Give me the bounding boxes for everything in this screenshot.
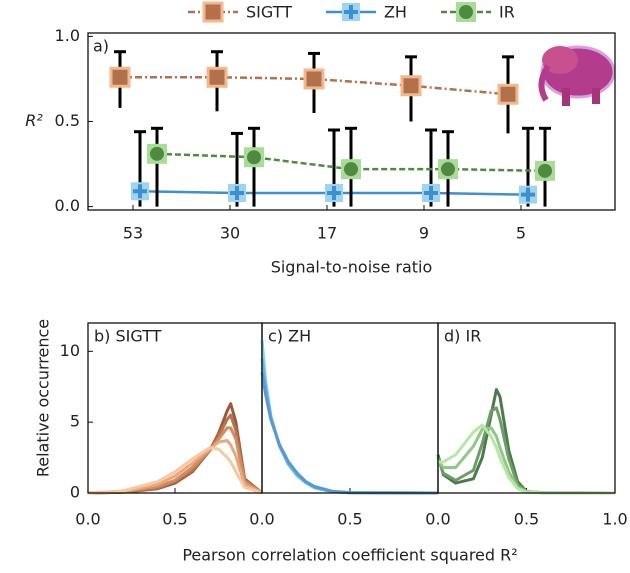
y-axis-label: Relative occurrence	[34, 319, 53, 477]
plot-frame	[87, 32, 616, 211]
legend-label: ZH	[384, 3, 407, 22]
marker	[109, 66, 131, 88]
marker	[538, 163, 552, 178]
x-tick-label: 0.0	[249, 510, 274, 529]
density-curve	[260, 358, 439, 495]
x-tick-label: 0.0	[75, 510, 100, 529]
x-axis-label: Signal-to-noise ratio	[271, 258, 433, 277]
marker	[441, 162, 455, 177]
marker	[228, 183, 246, 202]
marker	[303, 68, 325, 90]
marker-cross	[133, 184, 147, 199]
marker	[206, 66, 228, 88]
legend-label: SIGTT	[246, 3, 292, 22]
marker-cross	[327, 185, 341, 200]
marker	[247, 150, 261, 165]
x-tick-label: 9	[419, 224, 429, 243]
density-curve	[436, 426, 616, 495]
marker-cross	[343, 5, 358, 19]
marker	[422, 183, 440, 202]
marker	[519, 185, 537, 204]
plot-frame	[261, 322, 439, 494]
marker	[458, 5, 473, 19]
marker	[497, 83, 519, 105]
y-tick-label: 0.0	[55, 196, 80, 215]
density-curve	[260, 372, 439, 495]
plot-frame	[87, 322, 263, 494]
density-curve	[438, 423, 616, 495]
marker	[325, 183, 343, 202]
y-tick-label: 10	[60, 341, 80, 360]
plot-frame	[437, 322, 616, 494]
x-tick-label: 1.0	[602, 510, 627, 529]
panel-label: b) SIGTT	[94, 327, 162, 346]
x-tick-label: 0.0	[425, 510, 450, 529]
marker	[400, 75, 422, 97]
marker-cross	[424, 185, 438, 200]
marker	[341, 3, 360, 21]
marker	[131, 182, 149, 201]
panel-label: c) ZH	[268, 327, 311, 346]
density-curve	[87, 439, 263, 495]
x-tick-label: 53	[123, 224, 143, 243]
x-tick-label: 0.5	[162, 510, 187, 529]
y-tick-label: 1.0	[55, 26, 80, 45]
x-tick-label: 17	[317, 224, 337, 243]
x-axis-label: Pearson correlation coefficient squared …	[182, 546, 517, 565]
x-tick-label: 30	[220, 224, 240, 243]
marker	[202, 1, 224, 23]
y-tick-label: 0.5	[55, 111, 80, 130]
marker	[150, 146, 164, 161]
x-tick-label: 5	[516, 224, 526, 243]
y-tick-label: 0	[70, 483, 80, 502]
density-curve	[87, 446, 263, 495]
marker-cross	[521, 187, 535, 202]
marker-cross	[230, 185, 244, 200]
y-axis-label: R²	[25, 111, 43, 130]
density-curve	[260, 339, 439, 495]
y-tick-label: 5	[70, 412, 80, 431]
panel-label: d) IR	[444, 327, 481, 346]
thumbnail-image	[538, 45, 616, 106]
x-tick-label: 0.5	[337, 510, 362, 529]
median-line	[120, 76, 509, 96]
panel-label: a)	[93, 37, 109, 56]
x-tick-label: 0.5	[514, 510, 539, 529]
marker	[344, 162, 358, 177]
legend-label: IR	[499, 3, 515, 22]
